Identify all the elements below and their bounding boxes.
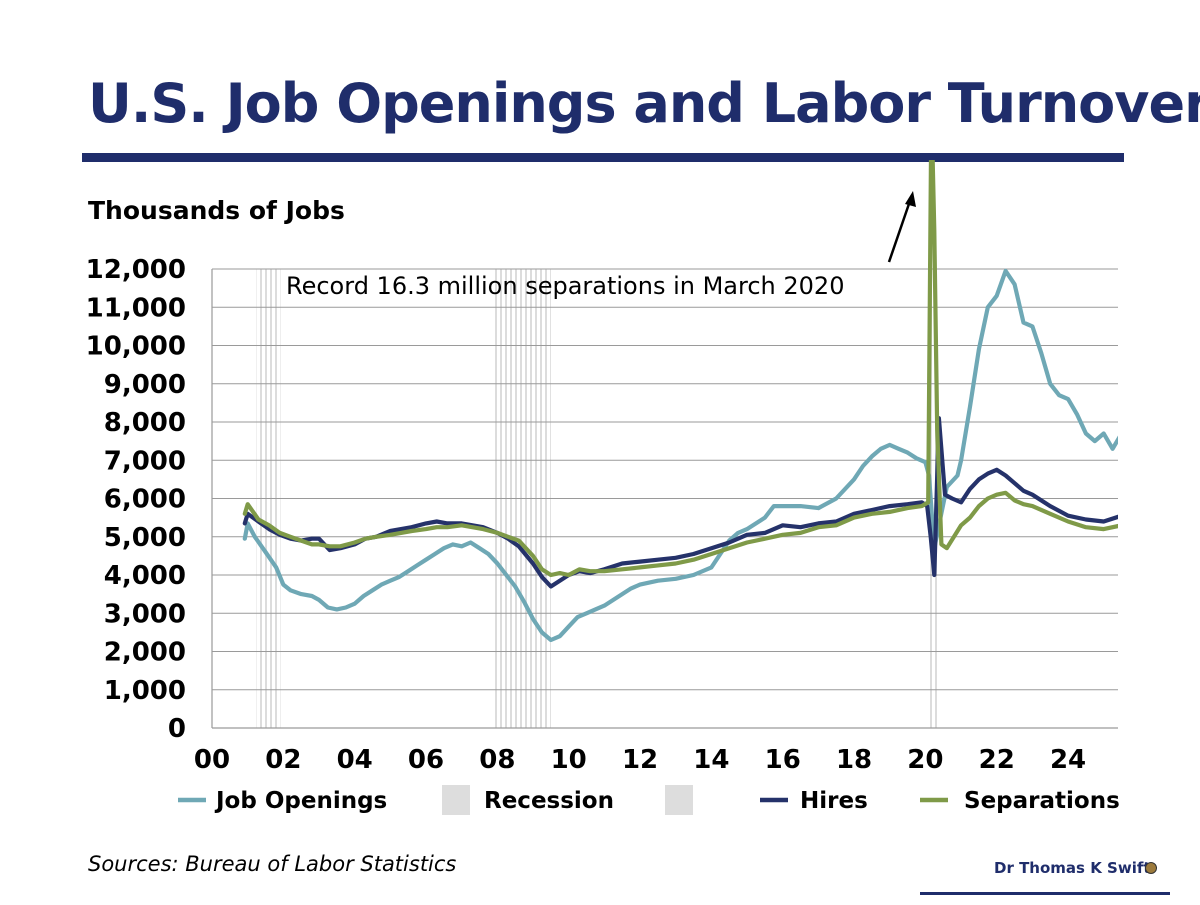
y-tick-label: 3,000 <box>104 599 186 629</box>
annotation: Record 16.3 million separations in March… <box>286 191 916 300</box>
annotation-arrowhead <box>905 191 916 207</box>
series-lines <box>242 160 1118 643</box>
x-tick-label: 10 <box>551 745 587 775</box>
legend: Job Openings Recession Hires Separations <box>178 785 1120 815</box>
line-chart: 0 1,000 2,000 3,000 4,000 5,000 6,000 7,000 8,00… <box>86 160 1120 815</box>
y-tick-labels: 0 1,000 2,000 3,000 4,000 5,000 6,000 7,000 8,00… <box>86 255 186 744</box>
series-line-separations <box>242 160 1118 578</box>
legend-label-separations: Separations <box>964 788 1120 814</box>
x-tick-label: 24 <box>1050 745 1086 775</box>
y-tick-label: 1,000 <box>104 676 186 706</box>
y-tick-label: 11,000 <box>86 293 186 323</box>
y-tick-label: 4,000 <box>104 561 186 591</box>
annotation-arrow <box>887 197 913 263</box>
axes <box>211 269 1118 729</box>
y-tick-label: 0 <box>168 714 186 744</box>
x-tick-label: 22 <box>979 745 1015 775</box>
x-tick-label: 16 <box>765 745 801 775</box>
author-underline <box>920 892 1170 895</box>
legend-swatch-recession <box>442 785 470 815</box>
annotation-text: Record 16.3 million separations in March… <box>286 272 844 300</box>
x-tick-label: 06 <box>408 745 444 775</box>
x-tick-labels: 00 02 04 06 08 10 12 14 16 18 20 22 24 <box>194 745 1086 775</box>
x-tick-label: 08 <box>479 745 515 775</box>
series-line-job-openings <box>242 268 1118 643</box>
y-tick-label: 9,000 <box>104 370 186 400</box>
author-credit: Dr Thomas K Swift <box>994 859 1151 877</box>
y-tick-label: 5,000 <box>104 523 186 553</box>
y-tick-label: 8,000 <box>104 408 186 438</box>
y-tick-label: 6,000 <box>104 485 186 515</box>
source-note: Sources: Bureau of Labor Statistics <box>88 852 457 876</box>
legend-label-recession: Recession <box>484 788 614 814</box>
y-tick-label: 10,000 <box>86 332 186 362</box>
author-dot-icon <box>1145 862 1157 874</box>
title-underline <box>82 153 1124 162</box>
legend-swatch-unlabeled <box>665 785 693 815</box>
x-tick-label: 12 <box>622 745 658 775</box>
y-tick-label: 7,000 <box>104 446 186 476</box>
page-title: U.S. Job Openings and Labor Turnover <box>88 72 1200 135</box>
gridlines <box>212 268 1118 691</box>
x-tick-label: 04 <box>337 745 373 775</box>
x-tick-label: 20 <box>907 745 943 775</box>
x-tick-label: 14 <box>693 745 729 775</box>
x-tick-label: 00 <box>194 745 230 775</box>
legend-label-hires: Hires <box>800 788 868 814</box>
y-tick-label: 2,000 <box>104 638 186 668</box>
x-tick-label: 18 <box>836 745 872 775</box>
y-tick-label: 12,000 <box>86 255 186 285</box>
legend-label-job-openings: Job Openings <box>214 788 387 814</box>
x-tick-label: 02 <box>265 745 301 775</box>
y-axis-label: Thousands of Jobs <box>88 196 345 225</box>
